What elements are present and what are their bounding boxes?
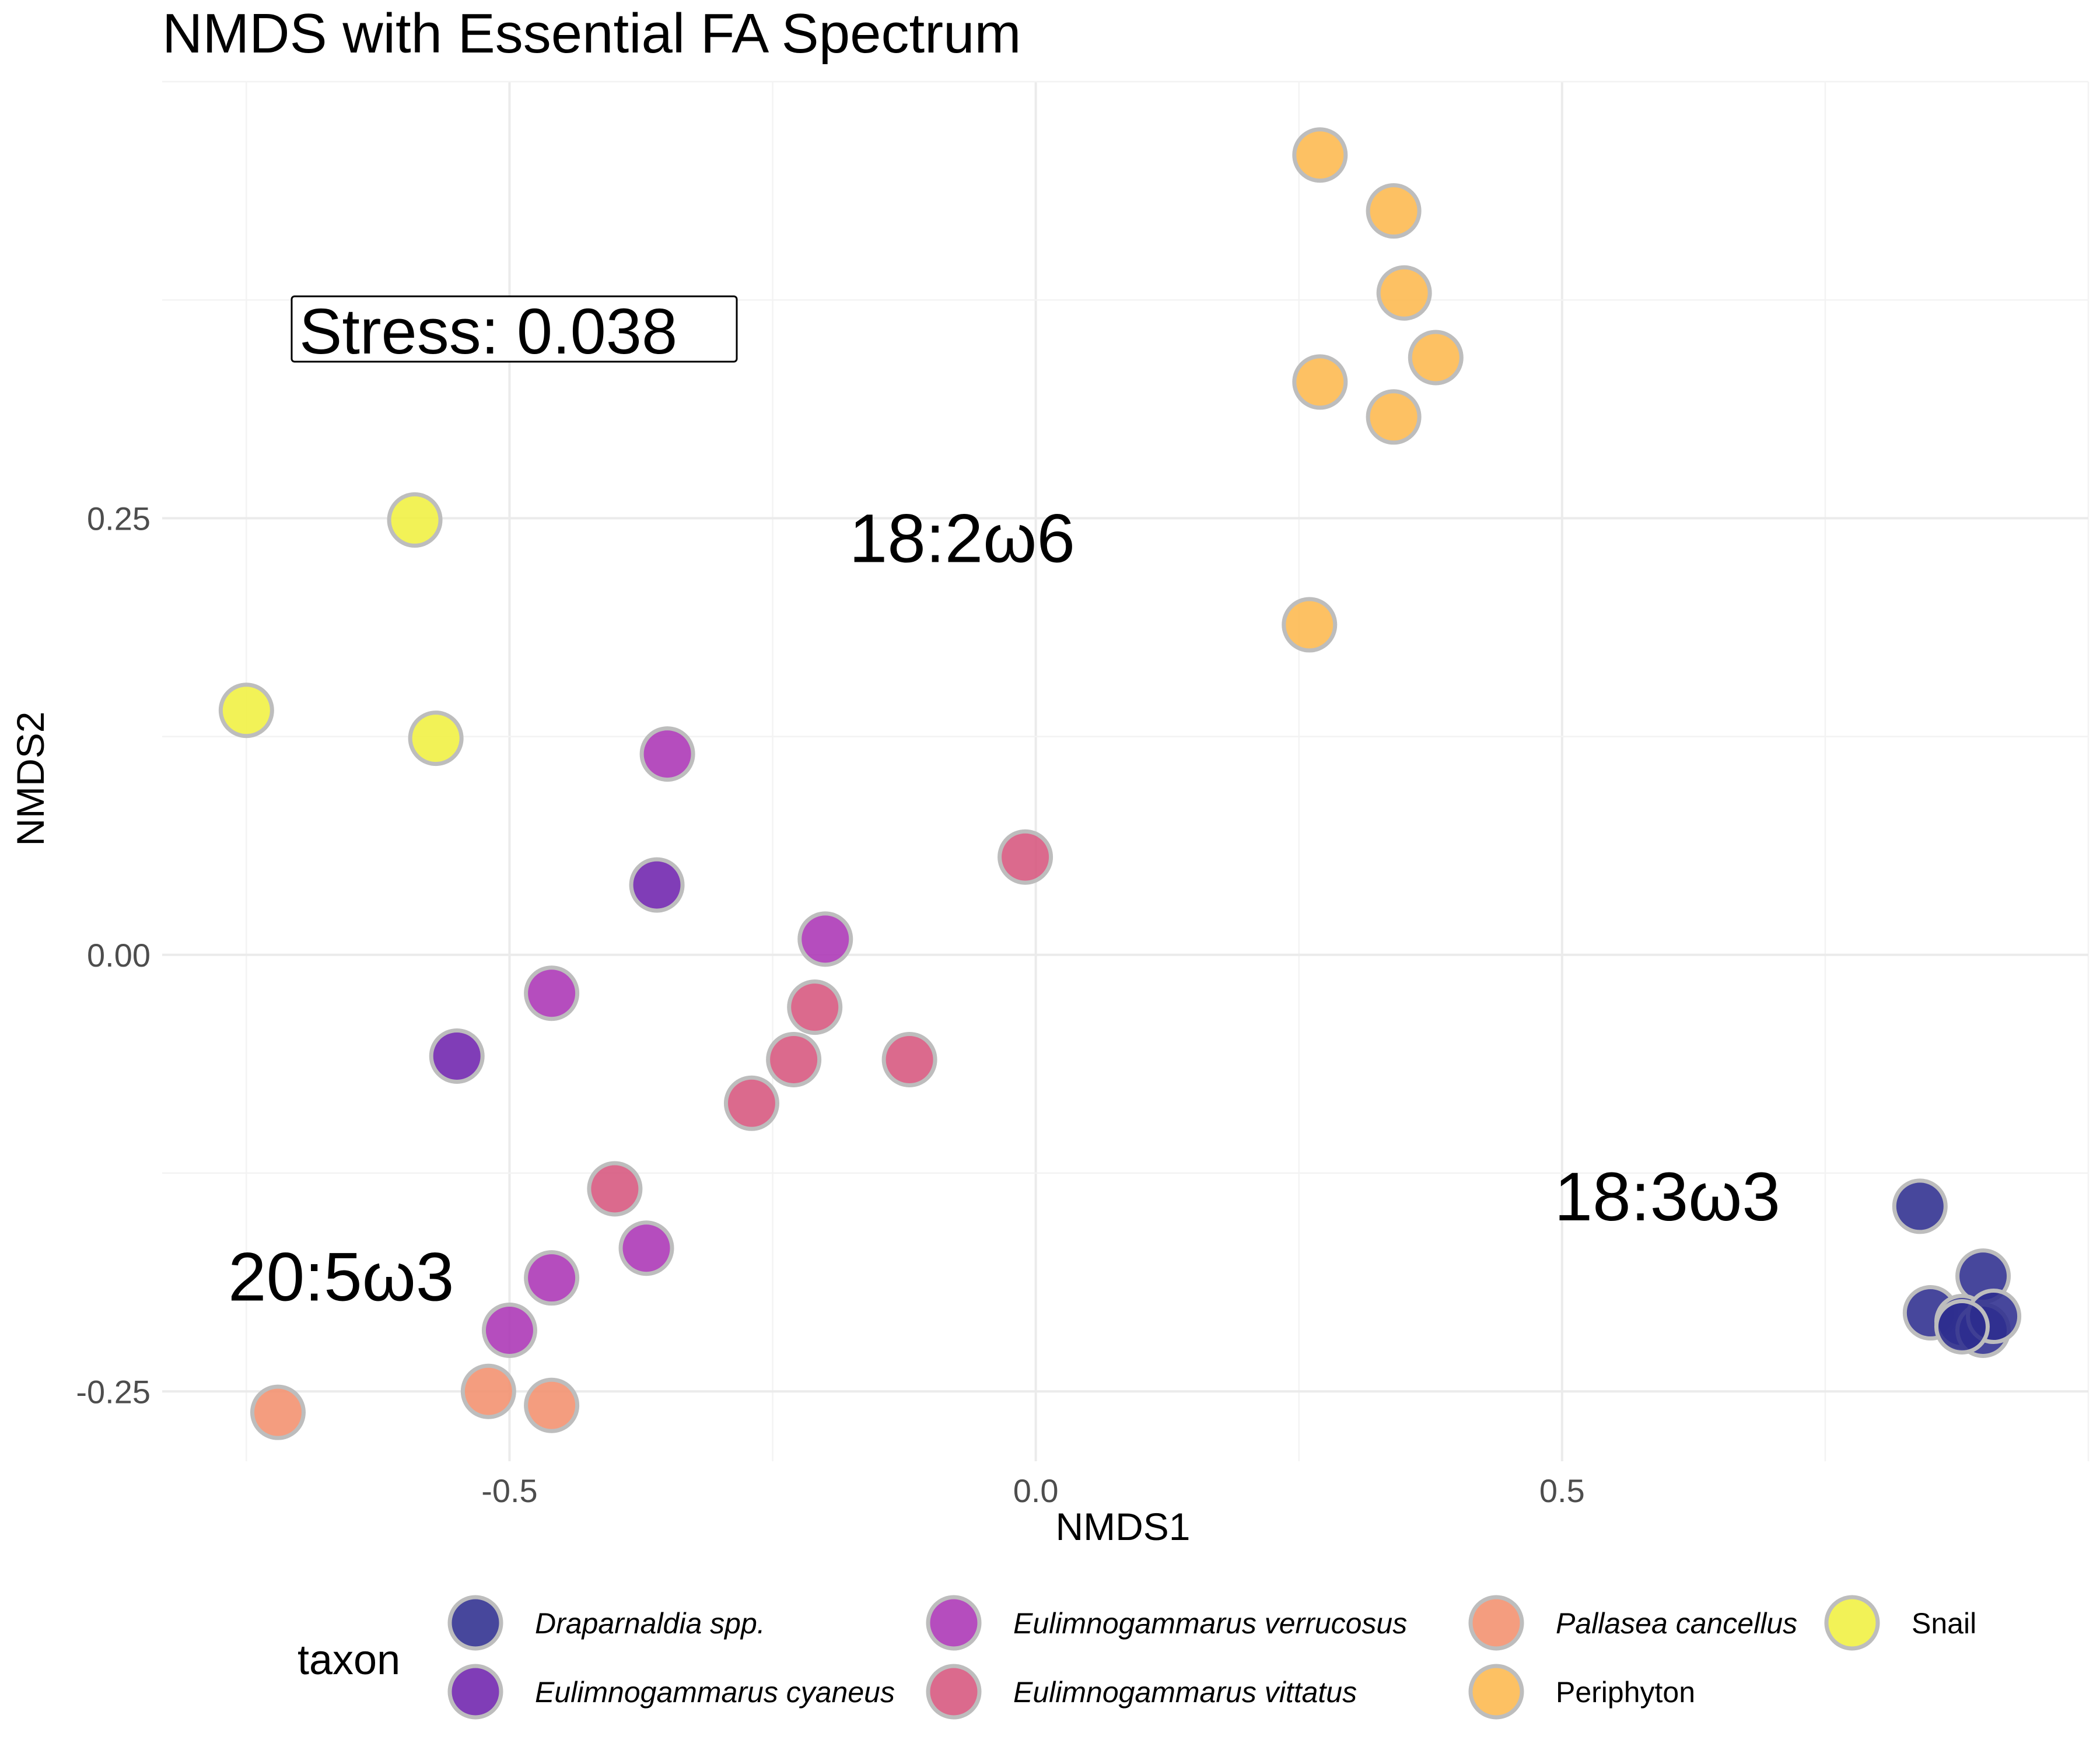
data-point <box>1376 265 1432 321</box>
annotations: 18:2ω6 18:3ω3 20:5ω3 <box>228 500 1780 1315</box>
x-tick-label: -0.5 <box>481 1472 538 1509</box>
data-point <box>1282 597 1338 653</box>
data-point <box>629 857 685 913</box>
data-point <box>481 1302 537 1358</box>
axis-ticks: -0.5 0.0 0.5 -0.25 0.00 0.25 <box>76 500 1584 1509</box>
legend-key <box>926 1595 982 1651</box>
data-points <box>218 127 2022 1440</box>
data-point <box>218 682 274 738</box>
stress-box-frame <box>290 295 738 363</box>
data-point <box>429 1028 485 1084</box>
legend-label: Pallasea cancellus <box>1556 1607 1797 1640</box>
legend-label: Periphyton <box>1556 1676 1695 1709</box>
data-point <box>250 1384 306 1440</box>
stress-box: Stress: 0.038 <box>290 295 738 368</box>
data-point <box>524 1250 580 1306</box>
x-tick-label: 0.0 <box>1013 1472 1059 1509</box>
legend-label: Snail <box>1912 1607 1976 1640</box>
legend-key <box>1468 1664 1524 1720</box>
x-axis-title: NMDS1 <box>1055 1505 1190 1548</box>
data-point <box>1934 1298 1990 1354</box>
annotation-label: 20:5ω3 <box>228 1239 454 1316</box>
data-point <box>1366 389 1422 445</box>
data-point <box>460 1363 516 1419</box>
annotation-label: 18:2ω6 <box>849 500 1075 577</box>
legend-label: Draparnaldia spp. <box>535 1607 765 1640</box>
legend-label: Eulimnogammarus vittatus <box>1013 1676 1357 1709</box>
data-point <box>766 1031 822 1087</box>
data-point <box>797 911 853 967</box>
y-tick-label: -0.25 <box>76 1373 150 1410</box>
data-point <box>524 965 580 1021</box>
legend-label: Eulimnogammarus cyaneus <box>535 1676 895 1709</box>
x-tick-label: 0.5 <box>1539 1472 1585 1509</box>
data-point <box>881 1031 937 1087</box>
data-point <box>639 726 695 782</box>
data-point <box>387 492 443 548</box>
legend-key <box>447 1664 503 1720</box>
annotation-label: 18:3ω3 <box>1555 1158 1780 1236</box>
data-point <box>524 1377 580 1433</box>
data-point <box>1366 183 1422 239</box>
data-point <box>1408 330 1464 386</box>
legend-key <box>1468 1595 1524 1651</box>
data-point <box>408 710 464 766</box>
data-point <box>1292 127 1348 183</box>
y-tick-label: 0.25 <box>87 500 150 537</box>
legend-title: taxon <box>298 1637 400 1684</box>
data-point <box>1892 1178 1948 1234</box>
legend: taxon Draparnaldia spp. Eulimnogammarus c… <box>298 1595 1976 1720</box>
data-point <box>723 1075 779 1131</box>
stress-label: Stress: 0.038 <box>299 296 677 368</box>
legend-key <box>447 1595 503 1651</box>
y-axis-title: NMDS2 <box>9 711 52 846</box>
data-point <box>587 1161 643 1217</box>
data-point <box>787 979 843 1035</box>
data-point <box>1292 354 1348 410</box>
chart-title: NMDS with Essential FA Spectrum <box>162 2 1021 65</box>
legend-key <box>926 1664 982 1720</box>
data-point <box>618 1220 674 1276</box>
legend-key <box>1824 1595 1880 1651</box>
legend-label: Eulimnogammarus verrucosus <box>1013 1607 1407 1640</box>
y-tick-label: 0.00 <box>87 937 150 974</box>
data-point <box>998 829 1054 885</box>
